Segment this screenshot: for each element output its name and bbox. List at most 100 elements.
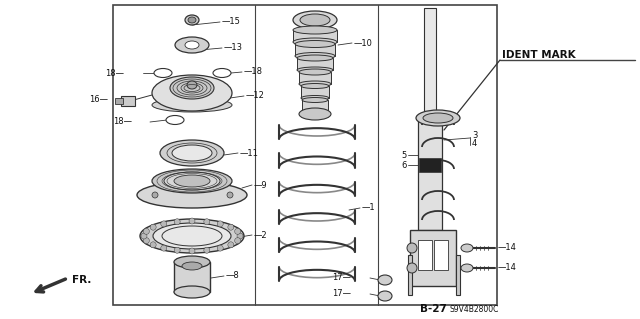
Ellipse shape	[295, 41, 335, 48]
Ellipse shape	[175, 37, 209, 53]
Circle shape	[407, 243, 417, 253]
Bar	[301, 86, 329, 98]
Circle shape	[174, 247, 180, 253]
Text: —18: —18	[244, 68, 263, 77]
Ellipse shape	[137, 182, 247, 208]
Ellipse shape	[299, 69, 331, 75]
Ellipse shape	[293, 26, 337, 34]
Text: 4: 4	[472, 138, 477, 147]
Circle shape	[141, 233, 147, 239]
Ellipse shape	[299, 108, 331, 120]
Ellipse shape	[423, 113, 453, 123]
Ellipse shape	[293, 11, 337, 29]
Text: 5: 5	[402, 151, 407, 160]
Circle shape	[235, 228, 241, 234]
Ellipse shape	[152, 98, 232, 112]
Ellipse shape	[301, 84, 329, 88]
Ellipse shape	[297, 67, 333, 73]
Bar	[297, 58, 333, 70]
Bar	[419, 158, 441, 172]
Ellipse shape	[164, 172, 220, 190]
Bar	[410, 230, 456, 286]
Ellipse shape	[295, 53, 335, 60]
Bar	[115, 98, 123, 104]
Text: 17—: 17—	[332, 290, 351, 299]
Ellipse shape	[461, 244, 473, 252]
Circle shape	[407, 263, 417, 273]
Ellipse shape	[461, 264, 473, 272]
Circle shape	[227, 192, 233, 198]
Circle shape	[161, 245, 167, 251]
Bar	[174, 262, 210, 292]
Circle shape	[217, 221, 223, 227]
Circle shape	[150, 242, 156, 248]
Text: 17—: 17—	[332, 273, 351, 283]
Bar	[121, 96, 135, 106]
Circle shape	[217, 245, 223, 251]
Ellipse shape	[152, 169, 232, 193]
Circle shape	[204, 247, 210, 253]
Ellipse shape	[166, 115, 184, 124]
Text: —12: —12	[246, 92, 265, 100]
Circle shape	[228, 242, 234, 248]
Ellipse shape	[188, 17, 196, 23]
Text: —13: —13	[224, 43, 243, 53]
Ellipse shape	[213, 69, 231, 78]
Text: —9: —9	[254, 181, 268, 189]
Bar	[113, 5, 497, 305]
Ellipse shape	[170, 77, 214, 99]
Bar	[302, 100, 328, 112]
Text: B-27: B-27	[420, 304, 447, 314]
Bar	[418, 120, 442, 230]
Text: 3: 3	[472, 130, 477, 139]
Ellipse shape	[187, 81, 197, 89]
Ellipse shape	[185, 15, 199, 25]
Bar	[434, 240, 448, 270]
Circle shape	[237, 233, 243, 239]
Ellipse shape	[302, 109, 328, 115]
Bar	[295, 44, 335, 56]
Circle shape	[152, 192, 158, 198]
Ellipse shape	[293, 38, 337, 46]
Text: S9V4B2800C: S9V4B2800C	[450, 305, 499, 314]
Text: —2: —2	[254, 231, 268, 240]
Circle shape	[143, 228, 149, 234]
Bar	[456, 255, 460, 295]
Text: —8: —8	[226, 271, 240, 280]
Circle shape	[189, 248, 195, 254]
Ellipse shape	[182, 262, 202, 270]
Ellipse shape	[153, 223, 231, 249]
Ellipse shape	[301, 95, 329, 100]
Circle shape	[143, 238, 149, 244]
Text: —14: —14	[498, 243, 517, 253]
Ellipse shape	[416, 110, 460, 126]
Ellipse shape	[160, 140, 224, 166]
Bar	[418, 240, 432, 270]
Ellipse shape	[299, 81, 331, 87]
Circle shape	[204, 219, 210, 225]
Circle shape	[189, 218, 195, 224]
Ellipse shape	[140, 219, 244, 253]
Ellipse shape	[185, 41, 199, 49]
Ellipse shape	[174, 286, 210, 298]
Ellipse shape	[302, 98, 328, 102]
Text: —1: —1	[362, 204, 376, 212]
Text: —11: —11	[240, 149, 259, 158]
Text: 18—: 18—	[113, 117, 132, 127]
Ellipse shape	[300, 14, 330, 26]
Text: —15: —15	[222, 18, 241, 26]
Circle shape	[235, 238, 241, 244]
Bar	[293, 30, 337, 42]
Text: 6: 6	[402, 160, 407, 169]
Text: —14: —14	[498, 263, 517, 272]
Ellipse shape	[172, 145, 212, 161]
Text: FR.: FR.	[72, 275, 92, 285]
Circle shape	[174, 219, 180, 225]
Text: —10: —10	[354, 39, 373, 48]
Circle shape	[150, 224, 156, 230]
Circle shape	[161, 221, 167, 227]
Ellipse shape	[154, 69, 172, 78]
Text: 18—: 18—	[105, 69, 124, 78]
Ellipse shape	[174, 175, 210, 187]
Text: IDENT MARK: IDENT MARK	[502, 50, 575, 60]
